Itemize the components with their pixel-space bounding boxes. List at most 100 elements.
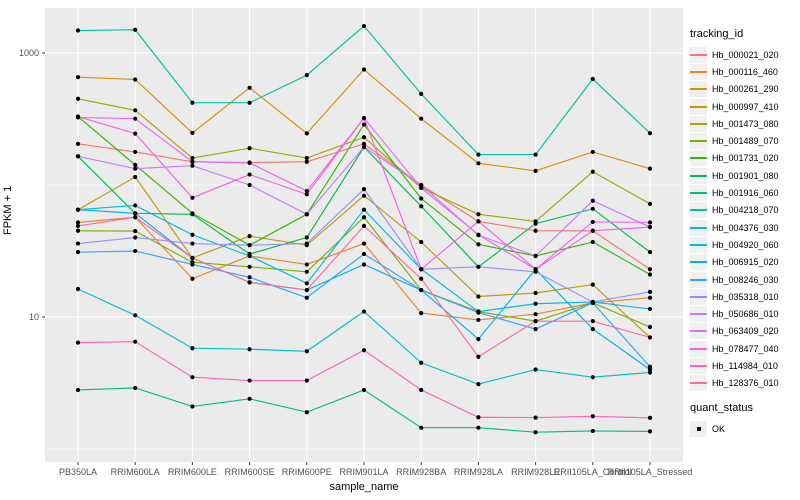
data-point [647,370,653,375]
legend-line-icon [690,347,707,350]
data-point [247,396,252,401]
data-point [75,241,81,246]
legend-key-box [690,236,707,253]
data-point [361,141,367,146]
data-point [590,319,595,324]
data-point [247,146,252,151]
data-point [647,306,653,312]
legend-item: Hb_063409_020 [690,323,798,340]
data-point [190,163,195,168]
legend-line-icon [690,278,707,281]
data-point [133,215,138,220]
legend-item-label: Hb_004920_060 [712,239,779,250]
data-point [133,162,138,167]
legend-line-icon [690,105,707,108]
data-point [361,215,367,220]
legend-item-ok: OK [690,420,798,437]
data-point [647,335,653,340]
data-point [647,131,653,136]
legend-key-box [690,167,707,184]
data-point [590,149,595,155]
data-point [361,135,367,140]
data-point [590,326,595,332]
data-point [75,286,81,292]
data-point [304,155,309,161]
data-point [476,212,481,217]
data-point [304,410,309,415]
data-point [304,159,309,164]
data-point [190,276,195,281]
legend-key-box [690,133,707,150]
data-point [590,299,595,305]
legend-line-icon [690,226,707,229]
x-tick-label: RRIM901LA [339,467,388,477]
data-point [304,212,309,217]
legend-item-label: Hb_004218_070 [712,205,779,216]
data-point [247,378,252,383]
legend-line-icon [690,364,707,367]
x-tick-label: RRIM928BA [396,467,446,477]
legend-line-icon [690,295,707,298]
x-tick-label: RRII105LA_Stressed [608,467,693,477]
legend-item: Hb_001916_060 [690,184,798,202]
legend-item: Hb_000997_410 [690,98,798,115]
data-point [133,166,138,171]
data-point [476,152,481,157]
data-point [361,241,367,246]
legend-key-box [690,150,707,167]
legend-line-icon [690,140,707,143]
data-point [647,220,653,225]
legend-key-box [690,271,707,288]
data-point [419,267,424,272]
legend-item: Hb_128376_010 [690,375,798,392]
data-point [247,100,252,105]
legend-item-label: OK [712,423,726,434]
data-point [304,378,309,383]
data-point [190,346,195,351]
data-point [590,282,595,287]
data-point [419,185,424,191]
data-point [419,204,424,209]
data-point [247,347,252,352]
legend-item-list: Hb_000021_020 Hb_000116_460 Hb_000261_290 H… [690,46,798,392]
data-point [190,130,195,136]
data-point [190,375,195,380]
legend-key-box [690,63,707,80]
legend-key-box [690,219,707,236]
data-point [590,76,595,82]
legend-item: Hb_000021_020 [690,46,798,63]
data-point [476,337,481,342]
legend-item-label: Hb_128376_010 [712,378,779,389]
data-point [476,232,481,237]
legend-line-icon [690,157,707,160]
legend-item: Hb_006915_020 [690,254,798,271]
data-point [590,228,595,233]
x-tick-label: RRII105LA_Control [554,467,632,477]
data-point [647,364,653,369]
data-point [190,404,195,409]
data-point [476,161,481,166]
legend-item-label: Hb_000116_460 [712,66,778,77]
data-point [533,312,538,317]
data-point [190,195,195,200]
data-point [361,223,367,228]
data-point [647,429,653,434]
data-point [190,155,195,161]
data-point [647,224,653,230]
data-point [133,313,138,318]
legend-title-tracking-id: tracking_id [690,28,744,40]
data-point [361,193,367,198]
data-point [304,349,309,354]
data-point [133,149,138,155]
data-point [75,28,81,33]
data-point [133,174,138,180]
data-point [533,367,538,372]
data-point [304,188,309,194]
data-point [133,77,138,82]
data-point [590,414,595,419]
data-point [590,206,595,211]
legend-key-box [690,375,707,392]
legend-item-label: Hb_001916_060 [712,188,779,199]
legend-item-label: Hb_063409_020 [712,326,779,337]
